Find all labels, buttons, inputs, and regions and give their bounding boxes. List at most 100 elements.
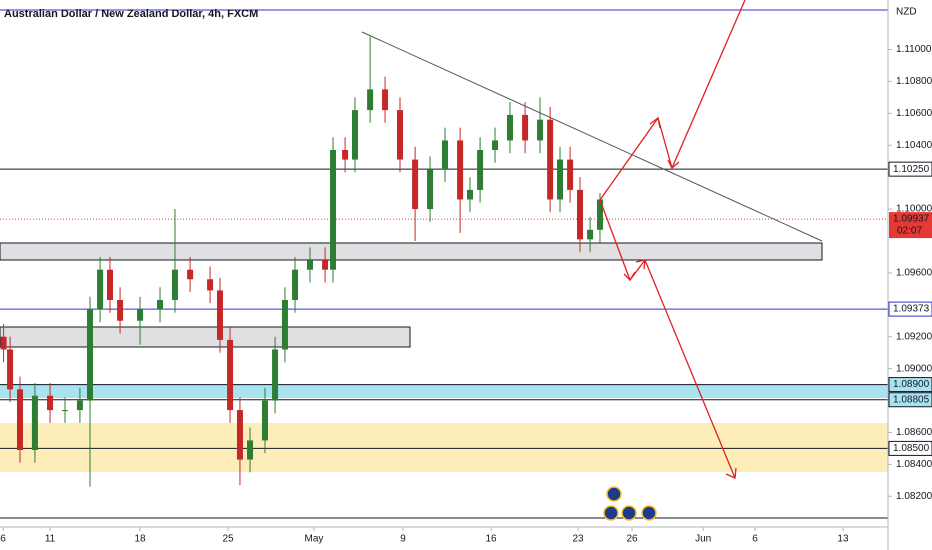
candle-body <box>47 395 54 411</box>
y-tick-label: 1.09000 <box>896 363 932 374</box>
x-tick-label: 6 <box>752 534 758 545</box>
level-label-box <box>888 161 932 177</box>
candle-body <box>492 140 499 150</box>
level-label-box <box>888 392 932 408</box>
trend-line <box>361 31 823 242</box>
x-tick-label: 23 <box>572 534 584 545</box>
last-price-label: 1.09937 <box>893 214 930 225</box>
candles <box>0 36 603 487</box>
candle-body <box>412 159 419 210</box>
candle-body <box>247 440 254 460</box>
event-icon <box>641 505 657 521</box>
level-label: 1.08900 <box>893 379 930 390</box>
event-icons <box>603 486 657 521</box>
candle-body <box>0 336 7 350</box>
x-tick-label: Jun <box>695 534 711 545</box>
candle-body <box>506 114 513 141</box>
x-tick-label: 26 <box>626 534 638 545</box>
x-tick-label: 13 <box>837 534 849 545</box>
resistance-box <box>0 242 823 261</box>
candle-body <box>522 114 529 141</box>
last-price-box <box>889 212 932 239</box>
x-tick-label: 9 <box>400 534 406 545</box>
candle-body <box>292 269 299 300</box>
candle-body <box>272 349 279 401</box>
candle-body <box>137 309 144 321</box>
arrow-head <box>635 259 646 270</box>
candle-body <box>261 400 268 441</box>
event-icon <box>603 505 619 521</box>
candle-body <box>457 140 464 200</box>
candle-body <box>557 159 564 200</box>
x-tick-label: May <box>304 534 323 545</box>
x-tick-label: 11 <box>45 534 56 545</box>
y-tick-label: 1.08200 <box>896 491 932 502</box>
candle-body <box>576 189 583 240</box>
candle-body <box>171 269 178 300</box>
candle-body <box>567 159 574 190</box>
resistance-box <box>0 326 411 348</box>
candle-body <box>441 140 448 170</box>
y-tick-label: 1.10400 <box>896 140 932 151</box>
y-tick-label: 1.08400 <box>896 459 932 470</box>
y-tick-label: 1.10000 <box>896 204 932 215</box>
projection-arrows <box>599 0 746 479</box>
candle-body <box>207 279 214 291</box>
candle-body <box>596 199 603 230</box>
candle-body <box>351 110 358 160</box>
candle-body <box>427 169 434 210</box>
candle-body <box>322 260 329 270</box>
candle-body <box>396 110 403 160</box>
level-label-box <box>888 301 932 317</box>
countdown-label: 02:07 <box>897 226 922 237</box>
bearish-path <box>599 199 736 479</box>
candle-body <box>117 300 124 321</box>
currency-label: NZD <box>896 7 917 18</box>
candle-body <box>31 395 38 450</box>
candle-body <box>342 150 349 160</box>
event-icon <box>606 486 622 502</box>
level-label-box <box>888 377 932 393</box>
x-tick-label: 6 <box>0 534 6 545</box>
candle-body <box>7 349 14 390</box>
support-zone <box>0 384 888 398</box>
y-tick-label: 1.09600 <box>896 268 932 279</box>
y-tick-label: 1.10800 <box>896 76 932 87</box>
candle-body <box>227 339 234 411</box>
x-tick-label: 25 <box>223 534 235 545</box>
candle-body <box>87 309 94 401</box>
x-tick-label: 16 <box>486 534 498 545</box>
y-tick-label: 1.09200 <box>896 331 932 342</box>
y-tick-label: 1.11000 <box>896 44 932 55</box>
level-label: 1.08805 <box>893 394 930 405</box>
candle-body <box>187 269 194 280</box>
event-icon <box>621 505 637 521</box>
level-label: 1.09373 <box>893 304 930 315</box>
level-label: 1.10250 <box>893 164 930 175</box>
price-axis <box>888 0 932 550</box>
level-label: 1.08500 <box>893 443 930 454</box>
candle-body <box>306 260 313 270</box>
candle-body <box>281 300 288 350</box>
chart-title: Australian Dollar / New Zealand Dollar, … <box>4 8 258 20</box>
level-labels: 1.10250 1.09373 1.08900 1.08805 1.08500 1.099… <box>888 161 932 456</box>
candle-body <box>537 119 544 141</box>
level-label-box <box>888 440 932 456</box>
arrow-head <box>667 159 680 170</box>
arrow-head <box>623 271 636 282</box>
candle-body <box>76 400 83 411</box>
arrow-head <box>725 467 737 479</box>
y-tick-label: 1.08600 <box>896 427 932 438</box>
candle-body <box>367 89 374 111</box>
arrow-head <box>649 116 661 129</box>
demand-zone <box>0 423 888 472</box>
candle-body <box>477 150 484 190</box>
candle-body <box>61 410 68 412</box>
candle-body <box>216 290 223 340</box>
candle-body <box>236 410 243 460</box>
x-tick-label: 18 <box>134 534 146 545</box>
axis-labels: 1.08200 1.08400 1.08600 1.09000 1.09200 1.096… <box>0 44 932 545</box>
candle-body <box>330 150 337 270</box>
y-tick-label: 1.10600 <box>896 108 932 119</box>
